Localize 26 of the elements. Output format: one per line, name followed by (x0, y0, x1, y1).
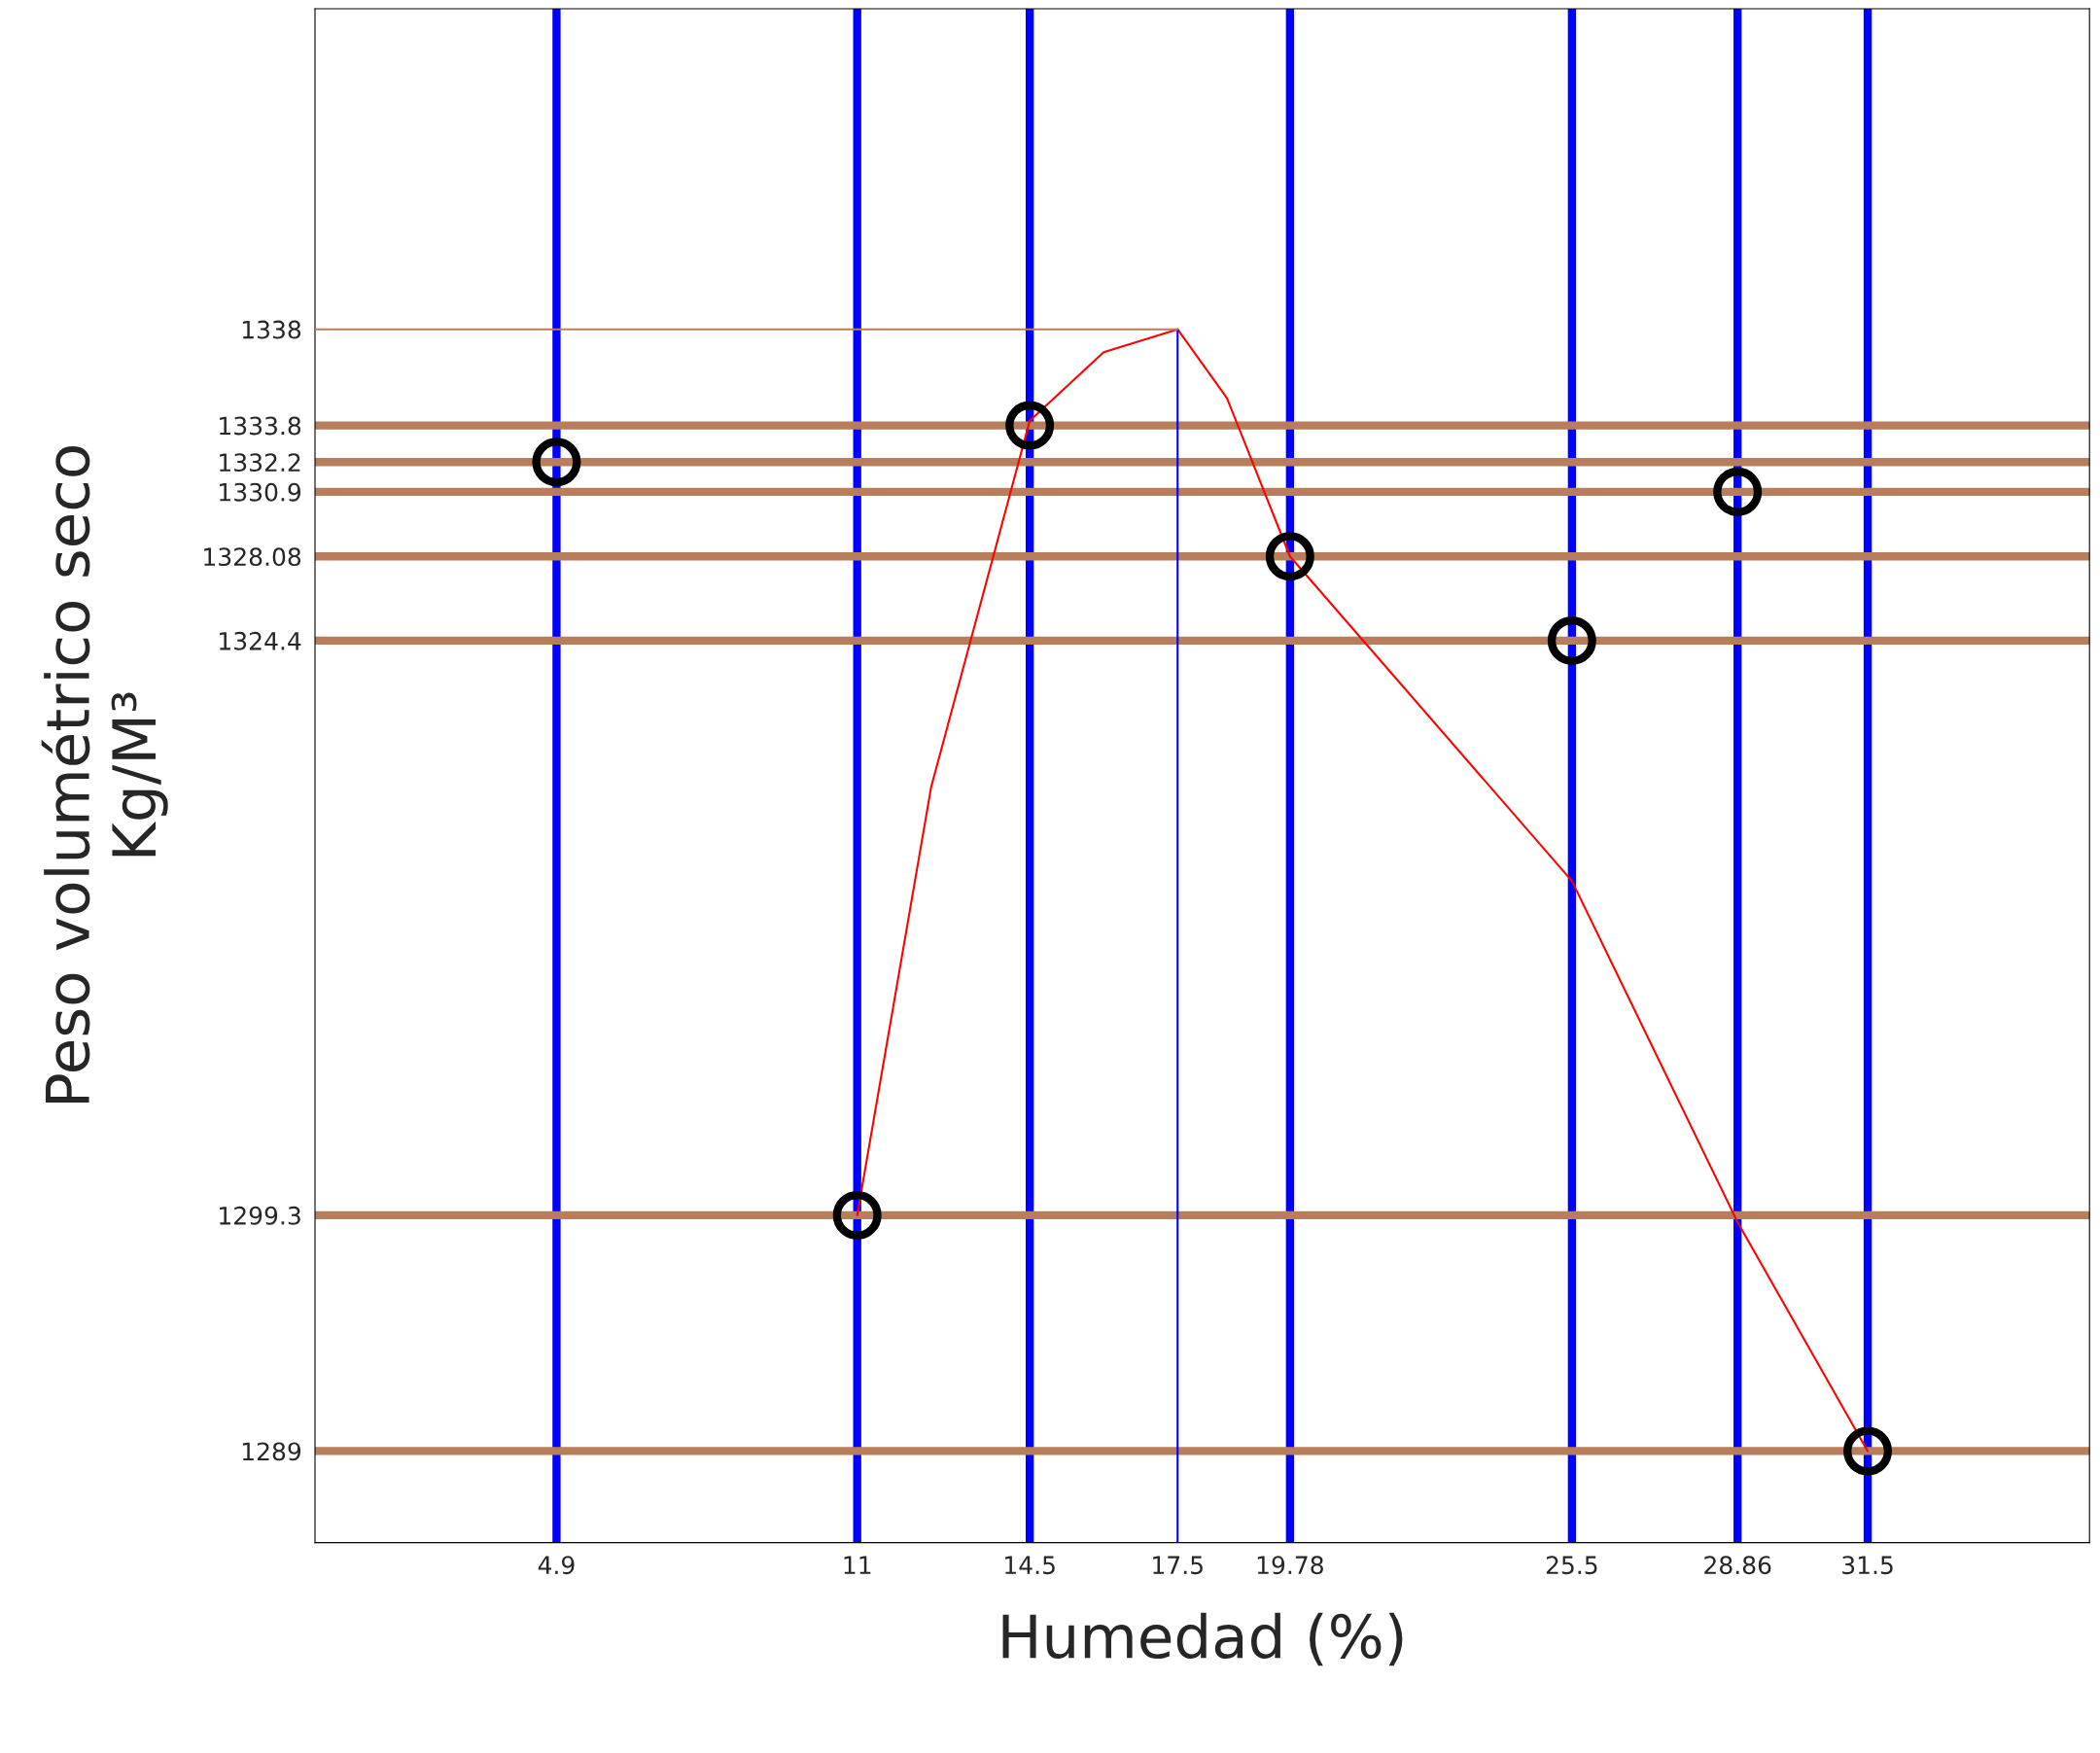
point (1713, 467, 1763, 516)
x-tick-label: 17.5 (1153, 1556, 1203, 1575)
point (1547, 615, 1596, 665)
y-tick-label: 1330.9 (220, 482, 301, 502)
y-tick-label: 1338 (242, 320, 301, 339)
y-tick-label: 1324.4 (220, 631, 301, 650)
point (1265, 532, 1314, 581)
x-tick-label: 14.5 (1005, 1556, 1055, 1575)
line-series (856, 328, 1870, 1453)
y-tick-label: 1289 (242, 1442, 301, 1461)
x-tick-label: 31.5 (1842, 1556, 1893, 1575)
x-axis-title: Humedad (%) (1002, 1612, 1403, 1666)
x-tick-label: 25.5 (1546, 1556, 1597, 1575)
y-tick-label: 1333.8 (220, 416, 301, 436)
x-tick-label: 11 (844, 1556, 871, 1574)
point (832, 1190, 882, 1240)
x-tick-label: 28.86 (1704, 1556, 1771, 1575)
x-tick-label: 19.78 (1257, 1556, 1323, 1575)
y-tick-label: 1332.2 (220, 453, 300, 473)
point (532, 438, 581, 487)
point (1843, 1426, 1893, 1476)
point (1005, 401, 1055, 450)
x-tick-label: 4.9 (538, 1556, 575, 1575)
y-tick-label: 1299.3 (220, 1206, 300, 1225)
y-axis-title: Peso volumétrico seco Kg/M³ (41, 446, 168, 1103)
y-tick-label: 1328.08 (204, 547, 301, 567)
